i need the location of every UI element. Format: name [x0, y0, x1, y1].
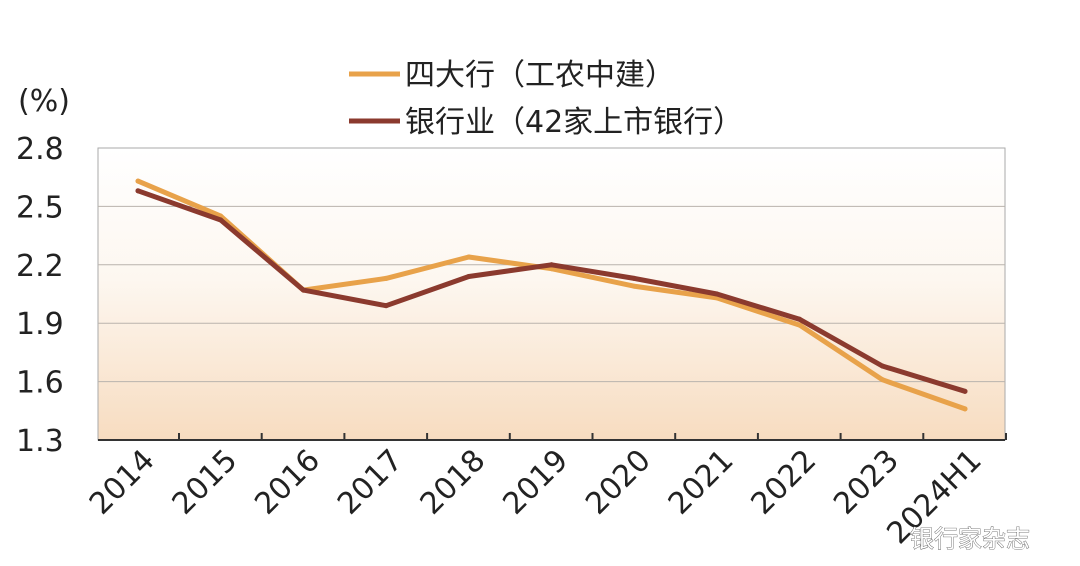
- y-axis-ticks: 2.8 2.5 2.2 1.9 1.6 1.3: [16, 132, 64, 459]
- data-point: [797, 322, 803, 328]
- data-point: [797, 316, 803, 322]
- plot-background: [97, 147, 1006, 441]
- y-tick-label: 2.2: [16, 249, 64, 284]
- y-tick-label: 1.3: [16, 424, 64, 459]
- data-point: [631, 275, 637, 281]
- x-tick-label: 2022: [745, 443, 824, 522]
- x-tick-label: 2017: [331, 443, 410, 522]
- y-tick-label: 2.5: [16, 190, 64, 225]
- series-lines: [135, 178, 968, 412]
- watermark: 银行家杂志: [910, 525, 1030, 553]
- y-tick-label: 1.9: [16, 307, 64, 342]
- data-point: [549, 262, 554, 268]
- data-point: [218, 217, 224, 223]
- y-axis-unit-label: (%): [18, 84, 70, 119]
- data-point: [962, 388, 968, 394]
- data-point: [879, 363, 885, 369]
- x-tick-label: 2021: [662, 443, 741, 522]
- data-point: [135, 178, 141, 184]
- data-point: [466, 254, 472, 260]
- x-tick-label: 2016: [248, 443, 327, 522]
- data-point: [631, 283, 637, 289]
- x-axis-ticks: 2014 2015 2016 2017 2018 2019 2020 2021 2022 2023…: [83, 433, 1007, 551]
- legend-label-four-big-banks: 四大行（工农中建）: [405, 58, 675, 93]
- x-tick-label: 2020: [579, 443, 658, 522]
- x-tick-label: 2014: [83, 443, 162, 522]
- x-tick-label: 2018: [414, 443, 493, 522]
- data-point: [466, 273, 472, 279]
- data-point: [714, 291, 720, 297]
- x-tick-label: 2019: [496, 443, 575, 522]
- legend: 四大行（工农中建） 银行业（42家上市银行）: [349, 58, 743, 140]
- data-point: [300, 287, 306, 293]
- data-point: [383, 275, 389, 281]
- data-point: [879, 377, 885, 383]
- x-tick-label: 2023: [827, 443, 906, 522]
- gridlines: [98, 205, 1005, 441]
- y-tick-label: 2.8: [16, 132, 64, 167]
- data-point: [962, 406, 968, 412]
- y-tick-label: 1.6: [16, 366, 64, 401]
- data-point: [383, 303, 389, 309]
- data-point: [135, 188, 141, 194]
- legend-label-banking-industry: 银行业（42家上市银行）: [405, 105, 743, 140]
- x-tick-label: 2015: [166, 443, 245, 522]
